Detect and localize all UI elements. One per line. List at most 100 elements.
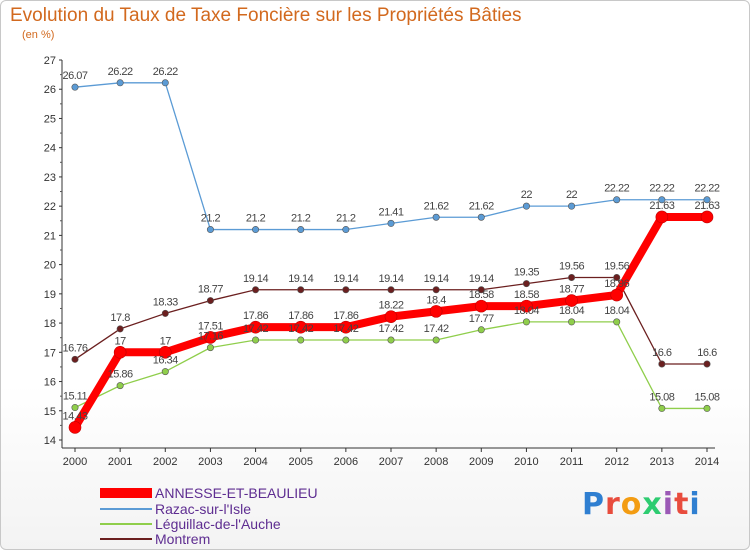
data-label: 15.08 [694, 391, 719, 403]
data-label: 17.42 [333, 323, 358, 335]
legend-item: Razac-sur-l'Isle [100, 501, 251, 517]
data-label: 18.58 [514, 289, 539, 301]
data-point [568, 202, 576, 210]
x-tick-label: 2007 [379, 456, 403, 468]
data-label: 21.2 [336, 213, 356, 225]
legend-swatch [100, 523, 152, 525]
data-label: 16.76 [62, 342, 87, 354]
y-tick-label: 16 [44, 377, 56, 389]
data-point [161, 368, 169, 376]
data-point [116, 382, 124, 390]
data-point [703, 404, 711, 412]
data-label: 21.2 [246, 213, 266, 225]
data-label: 17.86 [333, 310, 358, 322]
data-point [613, 196, 621, 204]
data-label: 17.86 [288, 310, 313, 322]
data-point [342, 226, 350, 234]
data-label: 19.35 [514, 267, 539, 279]
data-label: 19.56 [559, 260, 584, 272]
data-label: 18.04 [559, 305, 584, 317]
x-tick-label: 2001 [108, 456, 132, 468]
x-tick-label: 2014 [695, 456, 719, 468]
data-point [429, 305, 443, 318]
y-tick-label: 15 [44, 406, 56, 418]
data-label: 19.14 [378, 273, 403, 285]
data-label: 26.07 [62, 70, 87, 82]
data-point [522, 280, 530, 288]
data-point [206, 344, 214, 352]
data-label: 19.14 [469, 273, 494, 285]
data-point [568, 273, 576, 281]
data-point [158, 346, 172, 359]
data-point [703, 196, 711, 204]
data-label: 16.34 [153, 355, 178, 367]
data-point [297, 286, 305, 294]
data-label: 18.04 [514, 305, 539, 317]
data-point [252, 336, 260, 344]
data-label: 21.63 [694, 200, 719, 212]
data-point [387, 286, 395, 294]
data-label: 14.43 [62, 410, 87, 422]
data-point [658, 404, 666, 412]
legend-label: Montrem [155, 531, 211, 547]
data-point [610, 288, 624, 302]
y-tick-label: 27 [44, 55, 56, 67]
x-tick-label: 2012 [604, 456, 628, 468]
data-point [658, 360, 666, 368]
data-label: 21.2 [291, 213, 311, 225]
chart-title: Evolution du Taux de Taxe Foncière sur l… [10, 5, 522, 26]
data-point [249, 320, 262, 334]
data-label: 22 [521, 189, 533, 201]
legend-item: Montrem [100, 531, 210, 547]
data-label: 18.04 [604, 305, 629, 317]
data-point [613, 273, 621, 281]
x-tick-label: 2006 [334, 456, 358, 468]
data-label: 21.41 [378, 206, 403, 218]
data-point [204, 331, 217, 344]
x-tick-label: 2003 [198, 456, 222, 468]
data-point [703, 360, 711, 368]
data-point [477, 286, 485, 294]
data-label: 17.51 [198, 320, 223, 332]
data-point [116, 79, 124, 87]
data-label: 19.14 [288, 273, 313, 285]
legend-item: Léguillac-de-l'Auche [100, 516, 281, 532]
data-point [71, 404, 79, 412]
data-label: 19.14 [243, 273, 268, 285]
data-point [68, 421, 82, 434]
chart-unit: (en %) [22, 29, 55, 41]
y-tick-label: 14 [44, 435, 56, 447]
data-label: 15.86 [108, 369, 133, 381]
x-tick-label: 2008 [424, 456, 448, 468]
legend-item: ANNESSE-ET-BEAULIEU [100, 485, 318, 501]
data-point [474, 299, 488, 313]
data-label: 17.42 [243, 323, 268, 335]
data-point [297, 226, 305, 234]
y-tick-label: 18 [44, 318, 56, 330]
x-tick-label: 2011 [560, 456, 584, 468]
line-chart: 14 15 16 17 18 19 20 21 22 23 24 25 26 27 2000 2001 2002… [44, 55, 721, 468]
data-label: 22.22 [604, 183, 629, 195]
data-label: 22.22 [694, 183, 719, 195]
data-point [161, 79, 169, 87]
data-point [658, 196, 666, 204]
data-point [206, 226, 214, 234]
data-point [613, 318, 621, 326]
data-label: 19.14 [424, 273, 449, 285]
data-label: 17.8 [110, 312, 130, 324]
data-label: 18.22 [378, 300, 403, 312]
x-tick-label: 2004 [243, 456, 267, 468]
data-label: 18.77 [198, 284, 223, 296]
data-point [294, 320, 308, 334]
legend-swatch [100, 488, 152, 498]
data-label: 17.77 [469, 313, 494, 325]
y-tick-label: 20 [44, 260, 56, 272]
x-tick-label: 2002 [153, 456, 177, 468]
data-point [387, 336, 395, 344]
data-point [252, 286, 260, 294]
proxiti-logo: Proxiti [582, 487, 701, 522]
data-point [116, 325, 124, 333]
data-point [432, 336, 440, 344]
data-point [339, 320, 353, 334]
data-label: 16.6 [652, 347, 672, 359]
